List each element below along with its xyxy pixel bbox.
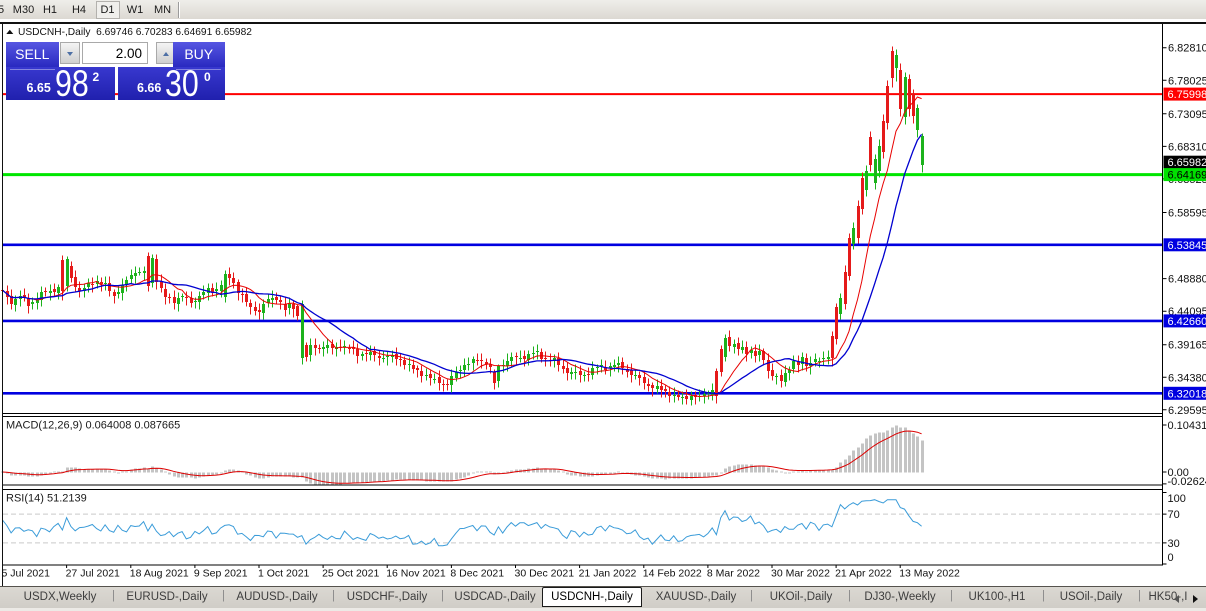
svg-text:6.32018: 6.32018 — [1168, 388, 1206, 400]
svg-text:6.58595: 6.58595 — [1168, 208, 1206, 220]
svg-text:9 Sep 2021: 9 Sep 2021 — [194, 568, 248, 580]
svg-text:6.39165: 6.39165 — [1168, 340, 1206, 352]
svg-text:6.73095: 6.73095 — [1168, 109, 1206, 121]
svg-text:-0.026249: -0.026249 — [1168, 476, 1206, 488]
svg-text:8 Dec 2021: 8 Dec 2021 — [450, 568, 504, 580]
svg-text:6.78025: 6.78025 — [1168, 75, 1206, 87]
svg-text:6.48880: 6.48880 — [1168, 274, 1206, 286]
svg-text:25 Oct 2021: 25 Oct 2021 — [322, 568, 379, 580]
svg-text:16 Nov 2021: 16 Nov 2021 — [386, 568, 446, 580]
svg-text:0.104313: 0.104313 — [1168, 420, 1206, 432]
svg-text:6.42660: 6.42660 — [1168, 316, 1206, 328]
svg-text:MACD(12,26,9) 0.064008 0.08766: MACD(12,26,9) 0.064008 0.087665 — [6, 420, 180, 432]
svg-text:5 Jul 2021: 5 Jul 2021 — [2, 568, 51, 580]
svg-text:6.75998: 6.75998 — [1168, 89, 1206, 101]
svg-text:27 Jul 2021: 27 Jul 2021 — [66, 568, 120, 580]
svg-text:USDCNH-,Daily 6.69746 6.70283: USDCNH-,Daily 6.69746 6.70283 6.64691 6.… — [18, 27, 252, 38]
svg-text:13 May 2022: 13 May 2022 — [899, 568, 960, 580]
svg-text:0: 0 — [1168, 552, 1174, 564]
svg-text:6.53845: 6.53845 — [1168, 240, 1206, 252]
svg-text:21 Jan 2022: 21 Jan 2022 — [579, 568, 637, 580]
svg-text:6.82810: 6.82810 — [1168, 43, 1206, 55]
svg-text:8 Mar 2022: 8 Mar 2022 — [707, 568, 760, 580]
svg-text:30: 30 — [1168, 538, 1180, 550]
svg-text:30 Dec 2021: 30 Dec 2021 — [515, 568, 575, 580]
svg-text:70: 70 — [1168, 509, 1180, 521]
svg-text:RSI(14) 51.2139: RSI(14) 51.2139 — [6, 493, 87, 505]
svg-text:6.34380: 6.34380 — [1168, 372, 1206, 384]
svg-text:21 Apr 2022: 21 Apr 2022 — [835, 568, 892, 580]
svg-text:6.68310: 6.68310 — [1168, 141, 1206, 153]
svg-text:6.65982: 6.65982 — [1168, 157, 1206, 169]
svg-text:1 Oct 2021: 1 Oct 2021 — [258, 568, 310, 580]
svg-text:30 Mar 2022: 30 Mar 2022 — [771, 568, 830, 580]
svg-text:100: 100 — [1168, 493, 1186, 505]
svg-text:14 Feb 2022: 14 Feb 2022 — [643, 568, 702, 580]
svg-text:18 Aug 2021: 18 Aug 2021 — [130, 568, 189, 580]
svg-text:6.64169: 6.64169 — [1168, 170, 1206, 182]
svg-text:6.29595: 6.29595 — [1168, 405, 1206, 417]
